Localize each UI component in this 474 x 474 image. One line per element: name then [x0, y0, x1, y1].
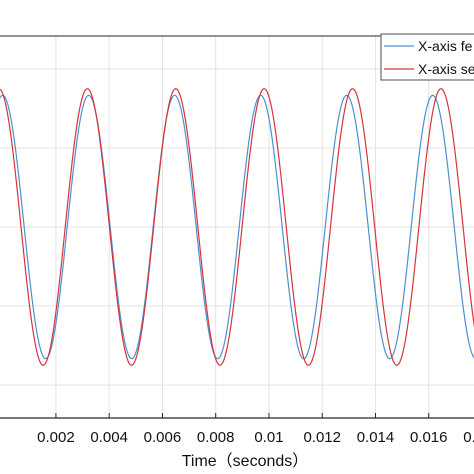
legend-label-x-axis-fe: X-axis fe	[418, 38, 473, 54]
legend: X-axis fe X-axis se	[380, 33, 474, 81]
x-tick-label: 0.004	[90, 429, 128, 446]
legend-label-x-axis-se: X-axis se	[418, 61, 474, 77]
legend-box	[380, 33, 474, 81]
x-tick-label: 0.014	[357, 429, 395, 446]
x-tick-label: 0.016	[410, 429, 448, 446]
series-line-x-axis-se	[0, 88, 474, 366]
x-axis-title: Time（seconds）	[182, 452, 309, 470]
grid	[0, 36, 474, 418]
x-tick-label: 0.008	[197, 429, 235, 446]
x-tick-label: 0.006	[144, 429, 182, 446]
series-layer	[0, 88, 474, 366]
x-tick-label: 0.018	[463, 429, 474, 446]
x-tick-label: 0.012	[303, 429, 341, 446]
x-tick-label: 0.01	[254, 429, 283, 446]
x-tick-labels: 0.002 0.004 0.006 0.008 0.01 0.012 0.014 0.016 0…	[37, 429, 474, 446]
x-tick-label: 0.002	[37, 429, 75, 446]
series-line-x-axis-fe	[0, 94, 474, 360]
